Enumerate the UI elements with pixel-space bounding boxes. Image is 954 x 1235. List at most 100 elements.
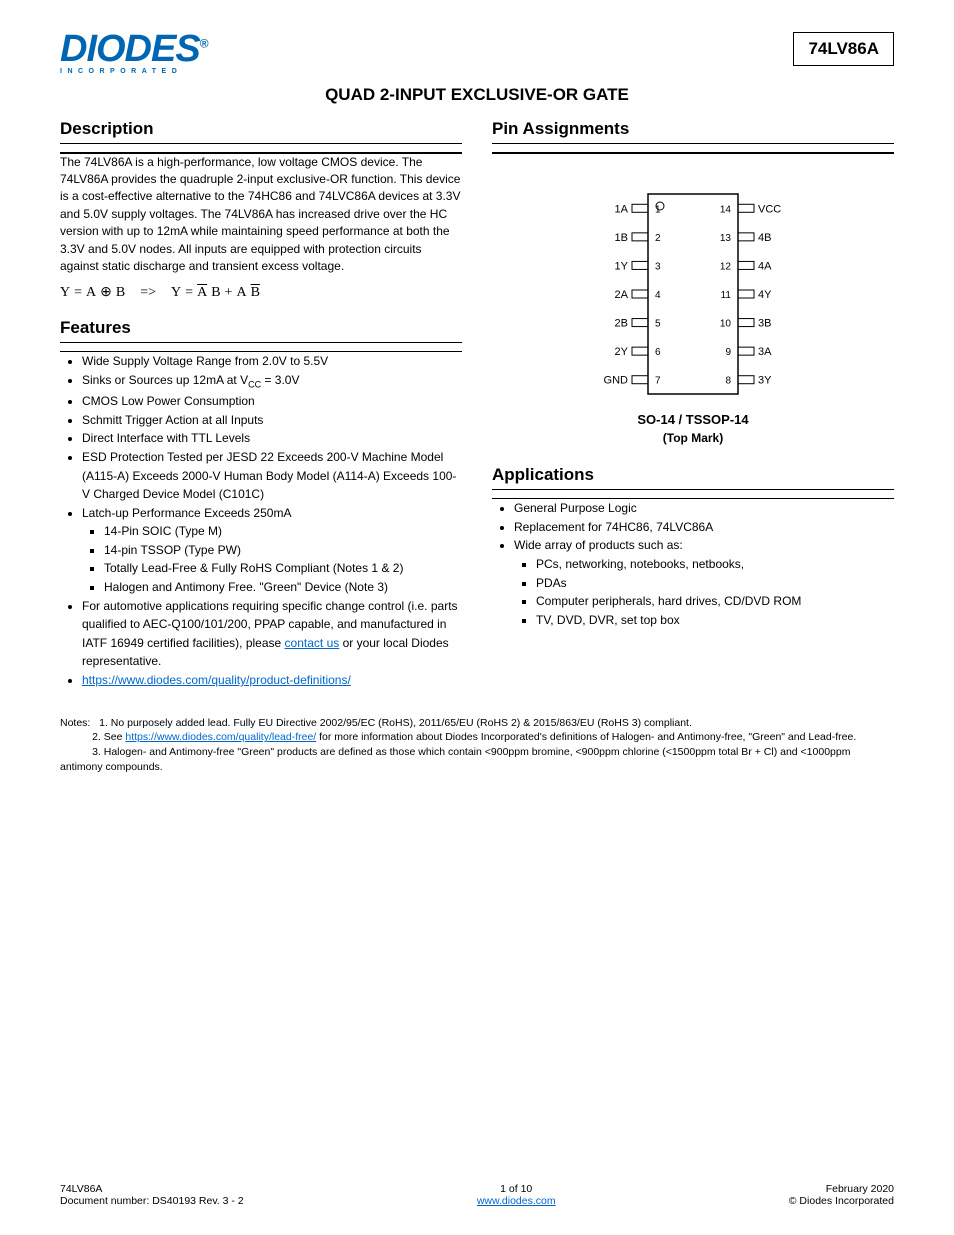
svg-text:3A: 3A	[758, 346, 772, 358]
notes-body: 1. No purposely added lead. Fully EU Dir…	[60, 717, 856, 773]
svg-text:9: 9	[725, 347, 731, 358]
f-eq1: =	[74, 283, 82, 303]
logo-text: DIODES	[60, 28, 200, 70]
svg-text:3: 3	[655, 261, 661, 272]
application-sub-item: PDAs	[536, 574, 894, 593]
f-impl: =>	[140, 283, 156, 303]
description-heading: Description	[60, 119, 462, 144]
svg-text:13: 13	[720, 233, 732, 244]
logo-reg: ®	[200, 36, 208, 50]
features-list: Wide Supply Voltage Range from 2.0V to 5…	[60, 352, 462, 689]
svg-text:5: 5	[655, 318, 661, 329]
notes-heading: Notes:	[60, 717, 90, 729]
left-column: Description The 74LV86A is a high-perfor…	[60, 119, 462, 689]
feature-item: Schmitt Trigger Action at all Inputs	[82, 411, 462, 430]
svg-text:14: 14	[720, 204, 732, 215]
part-number-box: 74LV86A	[793, 32, 894, 66]
svg-text:GND: GND	[604, 374, 629, 386]
feature-sub-item: Halogen and Antimony Free. "Green" Devic…	[104, 578, 462, 597]
svg-text:2: 2	[655, 233, 661, 244]
rohs-link[interactable]: https://www.diodes.com/quality/lead-free…	[125, 731, 316, 743]
f-plus: +	[225, 283, 233, 303]
application-sub-item: TV, DVD, DVR, set top box	[536, 611, 894, 630]
feature-item: Sinks or Sources up 12mA at VCC = 3.0V	[82, 371, 462, 392]
page-title: QUAD 2-INPUT EXCLUSIVE-OR GATE	[60, 85, 894, 105]
pin-diagram: 1 14 1A VCC 2 13 1B 4B 3 12 1Y 4A 4 11 2A 4Y 5 10 2B 3B 6 9 2Y…	[492, 184, 894, 445]
svg-text:4A: 4A	[758, 260, 772, 272]
svg-text:7: 7	[655, 375, 661, 386]
svg-text:4B: 4B	[758, 232, 771, 244]
columns: Description The 74LV86A is a high-perfor…	[60, 119, 894, 689]
svg-text:1Y: 1Y	[615, 260, 629, 272]
pin-rule	[492, 152, 894, 154]
f-b2: B	[211, 283, 220, 303]
f-a3: A	[236, 283, 246, 303]
svg-text:1A: 1A	[615, 203, 629, 215]
logo-sub: INCORPORATED	[60, 68, 208, 75]
svg-text:6: 6	[655, 347, 661, 358]
svg-text:11: 11	[721, 290, 732, 301]
f-b1: B	[116, 283, 125, 303]
product-policy-link[interactable]: https://www.diodes.com/quality/product-d…	[82, 673, 351, 687]
footer-page-num: 1 of 10	[244, 1183, 789, 1195]
f-abar: A	[197, 283, 207, 303]
f-y2: Y	[171, 283, 181, 303]
features-heading: Features	[60, 318, 462, 343]
svg-text:12: 12	[720, 261, 732, 272]
footer-link[interactable]: www.diodes.com	[477, 1195, 556, 1207]
footer-center: 1 of 10 www.diodes.com	[244, 1183, 789, 1207]
application-sub-item: PCs, networking, notebooks, netbooks,	[536, 555, 894, 574]
footer-left2: Document number: DS40193 Rev. 3 - 2	[60, 1195, 244, 1207]
f-y1: Y	[60, 283, 70, 303]
page: DIODES® INCORPORATED 74LV86A QUAD 2-INPU…	[0, 0, 954, 1235]
svg-text:1B: 1B	[615, 232, 628, 244]
f-bbar: B	[251, 283, 260, 303]
svg-text:10: 10	[720, 318, 732, 329]
applications-list: General Purpose LogicReplacement for 74H…	[492, 499, 894, 629]
svg-text:3Y: 3Y	[758, 374, 772, 386]
description-text: The 74LV86A is a high-performance, low v…	[60, 155, 460, 273]
notes-block: Notes: 1. No purposely added lead. Fully…	[60, 716, 894, 775]
feature-item: CMOS Low Power Consumption	[82, 392, 462, 411]
feature-sub-item: 14-pin TSSOP (Type PW)	[104, 541, 462, 560]
feature-item: Latch-up Performance Exceeds 250mA14-Pin…	[82, 504, 462, 597]
svg-text:8: 8	[725, 375, 731, 386]
feature-item: Direct Interface with TTL Levels	[82, 429, 462, 448]
svg-text:2A: 2A	[615, 289, 629, 301]
description-body: The 74LV86A is a high-performance, low v…	[60, 154, 462, 304]
f-xor: ⊕	[100, 283, 112, 303]
footer-right1: February 2020	[789, 1183, 894, 1195]
application-sub-item: Computer peripherals, hard drives, CD/DV…	[536, 592, 894, 611]
application-item: General Purpose Logic	[514, 499, 894, 518]
applications-heading: Applications	[492, 465, 894, 490]
f-eq2: =	[185, 283, 193, 303]
boolean-formula: Y = A ⊕ B => Y = A B + A B	[60, 283, 462, 303]
application-item: Replacement for 74HC86, 74LVC86A	[514, 518, 894, 537]
logo: DIODES® INCORPORATED	[60, 32, 208, 75]
svg-text:3B: 3B	[758, 317, 771, 329]
svg-text:VCC: VCC	[758, 203, 781, 215]
footer-left1: 74LV86A	[60, 1183, 244, 1195]
application-item: Wide array of products such as:PCs, netw…	[514, 536, 894, 629]
package-label: SO-14 / TSSOP-14	[637, 412, 748, 427]
feature-sub-item: Totally Lead-Free & Fully RoHS Compliant…	[104, 559, 462, 578]
f-a1: A	[86, 283, 96, 303]
svg-text:2B: 2B	[615, 317, 628, 329]
contact-link[interactable]: contact us	[285, 636, 340, 650]
svg-text:4: 4	[655, 290, 661, 301]
feature-item: Wide Supply Voltage Range from 2.0V to 5…	[82, 352, 462, 371]
footer: 74LV86A Document number: DS40193 Rev. 3 …	[60, 1183, 894, 1207]
feature-sub-item: 14-Pin SOIC (Type M)	[104, 522, 462, 541]
pin-heading: Pin Assignments	[492, 119, 894, 144]
footer-left: 74LV86A Document number: DS40193 Rev. 3 …	[60, 1183, 244, 1207]
chip-svg: 1 14 1A VCC 2 13 1B 4B 3 12 1Y 4A 4 11 2A 4Y 5 10 2B 3B 6 9 2Y…	[573, 184, 813, 404]
feature-item: ESD Protection Tested per JESD 22 Exceed…	[82, 448, 462, 504]
svg-text:1: 1	[655, 204, 661, 215]
svg-text:2Y: 2Y	[615, 346, 629, 358]
header-row: DIODES® INCORPORATED 74LV86A	[60, 32, 894, 75]
footer-right2: © Diodes Incorporated	[789, 1195, 894, 1207]
right-column: Pin Assignments 1141AVCC2131B4B3121Y4A41…	[492, 119, 894, 689]
footer-right: February 2020 © Diodes Incorporated	[789, 1183, 894, 1207]
svg-text:4Y: 4Y	[758, 289, 772, 301]
feature-item: For automotive applications requiring sp…	[82, 597, 462, 671]
